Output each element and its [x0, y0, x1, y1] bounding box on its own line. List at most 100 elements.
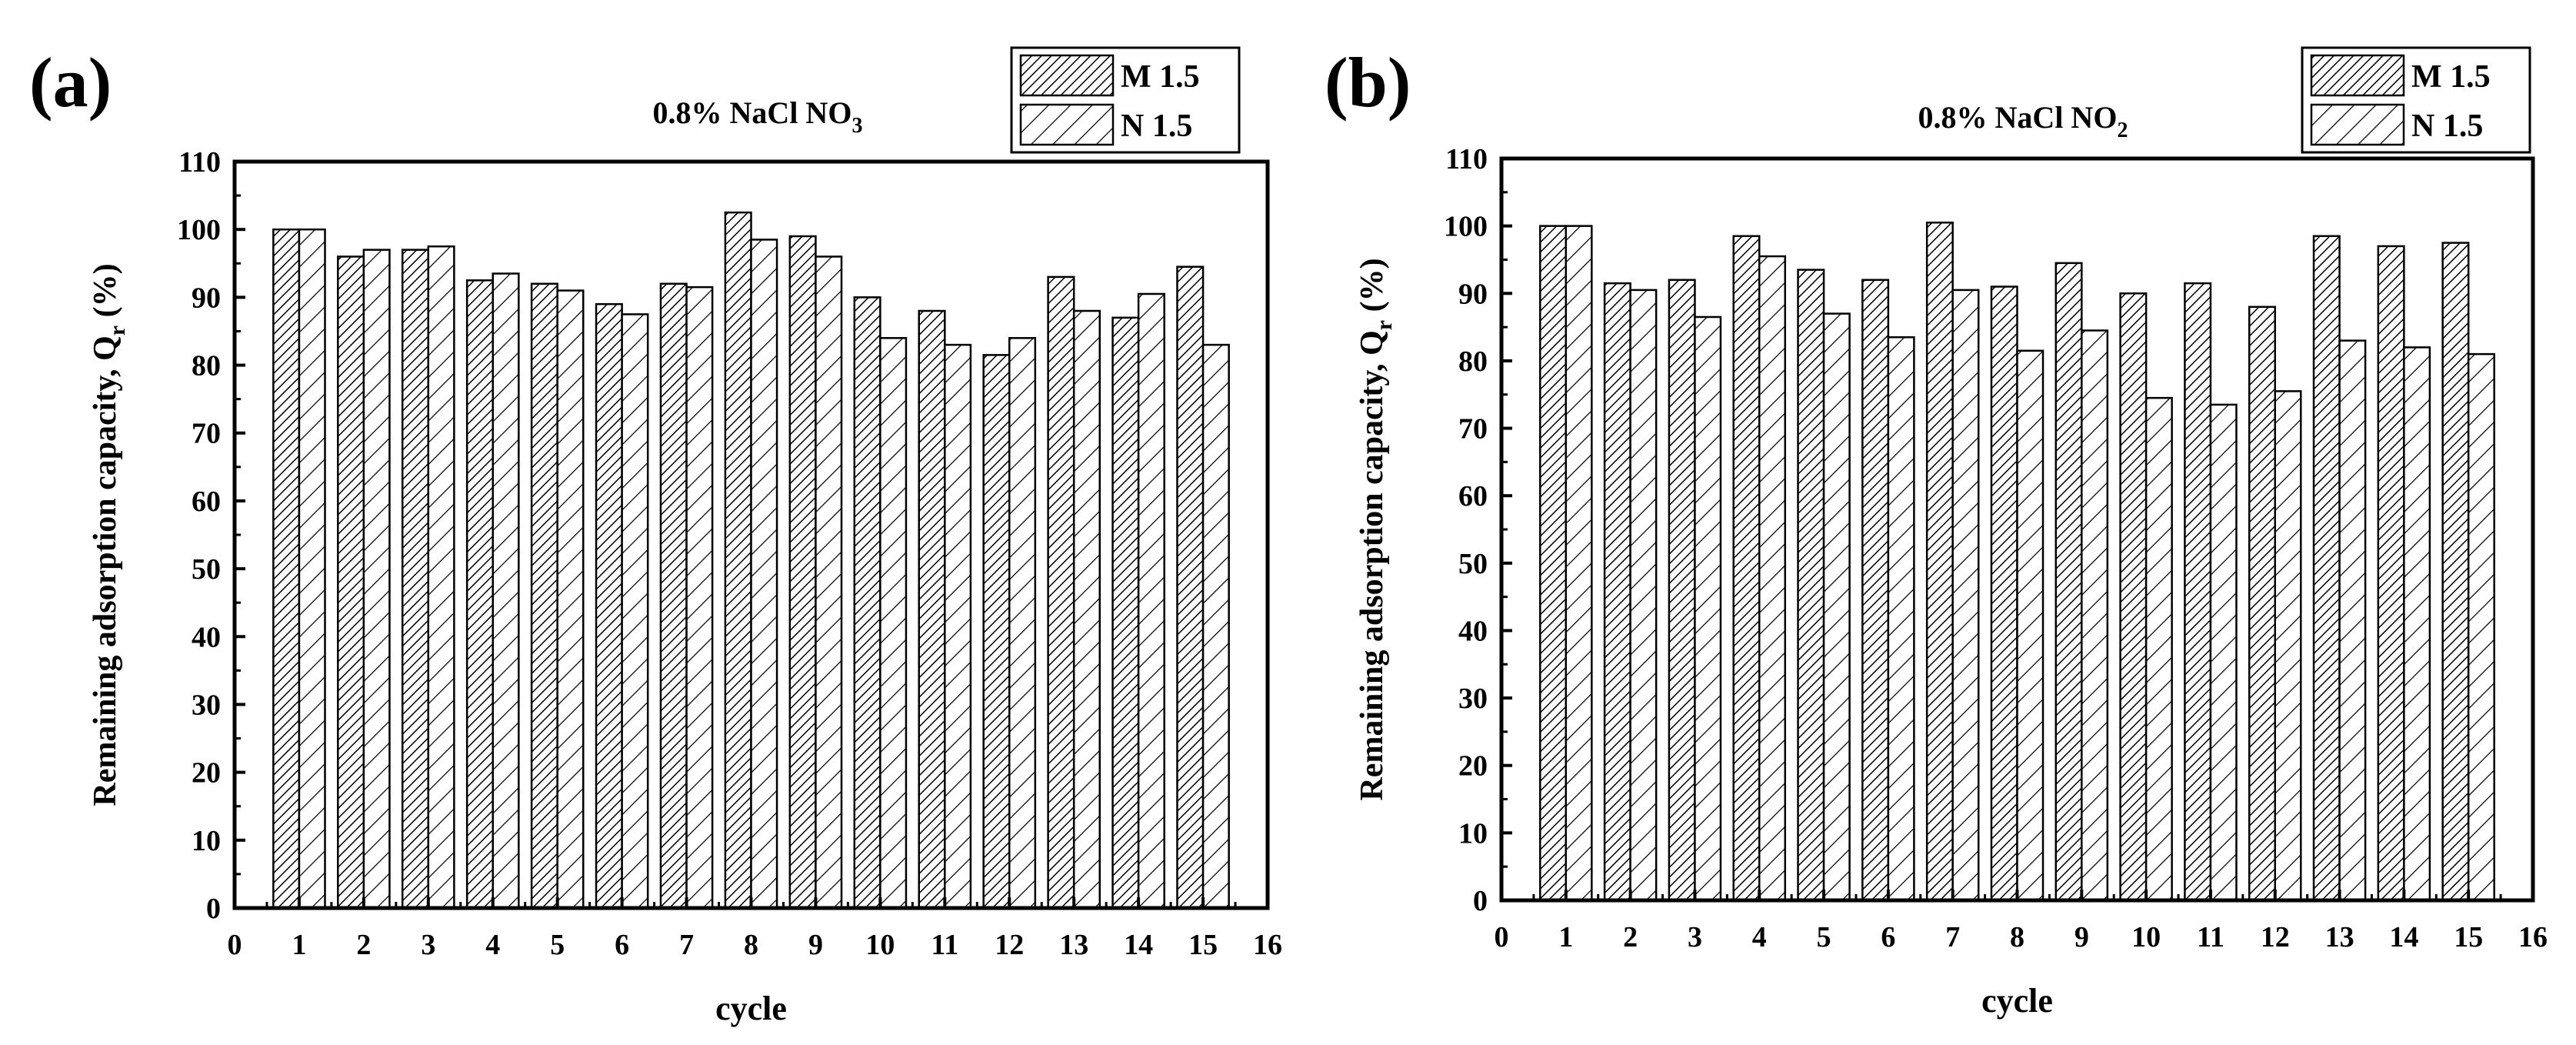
chart-title-sub: 3 — [851, 114, 862, 138]
x-tick-label: 7 — [1945, 921, 1960, 953]
bar-m15-cycle-3 — [1668, 279, 1696, 902]
bar-n15-cycle-11 — [2209, 403, 2238, 902]
legend-swatch-m15 — [2310, 54, 2405, 97]
x-axis-label: cycle — [1981, 982, 2053, 1020]
bar-n15-cycle-14 — [1137, 292, 1165, 910]
chart-panel-b: 0 1 2 3 4 5 6 7 8 9 10 11 12 13 14 15 160102030405060708… — [1325, 43, 2548, 1020]
x-tick-label: 8 — [744, 929, 758, 961]
x-tick-label: 5 — [550, 929, 565, 961]
y-axis-label: Remaining adsorption capacity, Qr (%) — [88, 263, 130, 806]
x-tick-label: 1 — [292, 929, 306, 961]
y-tick-label: 20 — [192, 757, 221, 790]
x-tick-label: 0 — [228, 929, 242, 961]
bar-m15-cycle-7 — [1925, 222, 1954, 902]
x-axis: 0 1 2 3 4 5 6 7 8 9 10 11 12 13 14 15 16 — [228, 897, 1282, 961]
x-axis: 0 1 2 3 4 5 6 7 8 9 10 11 12 13 14 15 16 — [1495, 890, 2548, 953]
x-tick-label: 2 — [356, 929, 371, 961]
legend-swatch-m15 — [1019, 54, 1115, 97]
x-tick-label: 5 — [1817, 921, 1831, 953]
bar-m15-cycle-11 — [2184, 282, 2212, 902]
legend-label-n15: N 1.5 — [2411, 109, 2483, 144]
bar-n15-cycle-2 — [1629, 289, 1658, 902]
y-axis: 0 10 20 30 40 50 60 70 80 90 100 110 — [1444, 143, 1512, 917]
bar-m15-cycle-8 — [1990, 285, 2018, 902]
bar-n15-cycle-3 — [427, 245, 455, 910]
bar-m15-cycle-8 — [724, 211, 752, 910]
y-tick-label: 100 — [1444, 211, 1488, 243]
bar-n15-cycle-8 — [750, 239, 778, 910]
bar-n15-cycle-1 — [298, 228, 326, 910]
legend-label-m15: M 1.5 — [2411, 59, 2491, 95]
y-axis: 0 10 20 30 40 50 60 70 80 90 100 110 — [177, 146, 245, 925]
y-tick-label: 30 — [1458, 683, 1488, 715]
x-tick-label: 10 — [2131, 921, 2161, 953]
bar-m15-cycle-5 — [1797, 269, 1825, 902]
x-tick-label: 8 — [2010, 921, 2024, 953]
bar-m15-cycle-7 — [659, 282, 688, 910]
bars — [1539, 222, 2495, 902]
x-tick-label: 11 — [931, 929, 958, 961]
y-tick-label: 40 — [192, 621, 221, 653]
x-tick-label: 6 — [615, 929, 629, 961]
y-axis-label-main: Remaining adsorption capacity, Q — [88, 336, 123, 806]
y-tick-label: 30 — [192, 689, 221, 721]
y-axis-label-main: Remaining adsorption capacity, Q — [1355, 330, 1390, 800]
y-tick-label: 10 — [1458, 817, 1488, 850]
x-tick-label: 16 — [1253, 929, 1282, 961]
bar-m15-cycle-9 — [2054, 262, 2083, 902]
chart-title: 0.8% NaCl NO3 — [653, 95, 863, 138]
bar-m15-cycle-12 — [982, 354, 1011, 910]
bar-n15-cycle-6 — [621, 313, 649, 910]
x-tick-label: 11 — [2197, 921, 2224, 953]
y-axis-label-end: (%) — [1355, 258, 1390, 319]
x-tick-label: 12 — [2261, 921, 2290, 953]
x-tick-label: 2 — [1623, 921, 1638, 953]
x-tick-label: 15 — [2454, 921, 2483, 953]
legend: M 1.5 N 1.5 — [2301, 46, 2531, 154]
bar-m15-cycle-13 — [1047, 275, 1075, 910]
y-tick-label: 70 — [192, 418, 221, 450]
chart-panel-a: 0 1 2 3 4 5 6 7 8 9 10 11 12 13 14 15 160102030405060708… — [29, 43, 1282, 1027]
bar-n15-cycle-14 — [2403, 346, 2431, 902]
bar-n15-cycle-12 — [1008, 337, 1037, 910]
bar-n15-cycle-4 — [492, 272, 520, 910]
x-tick-label: 3 — [421, 929, 435, 961]
legend-swatch-n15 — [2310, 103, 2405, 146]
x-tick-label: 9 — [808, 929, 823, 961]
x-tick-label: 16 — [2518, 921, 2548, 953]
chart-title-main: 0.8% NaCl NO — [1918, 100, 2118, 135]
y-tick-label: 70 — [1458, 413, 1488, 446]
bar-n15-cycle-12 — [2274, 390, 2302, 902]
bar-n15-cycle-7 — [685, 285, 714, 910]
bar-m15-cycle-12 — [2248, 305, 2277, 902]
bar-m15-cycle-4 — [465, 279, 494, 910]
legend-label-n15: N 1.5 — [1121, 109, 1192, 144]
bar-m15-cycle-13 — [2312, 235, 2341, 902]
x-axis-label: cycle — [715, 990, 787, 1027]
panel-label: (a) — [29, 43, 112, 122]
bar-m15-cycle-15 — [1176, 265, 1205, 910]
bars — [272, 211, 1230, 910]
y-tick-label: 50 — [1458, 548, 1488, 580]
bar-m15-cycle-6 — [595, 302, 623, 910]
bar-n15-cycle-2 — [362, 249, 391, 910]
y-tick-label: 60 — [192, 486, 221, 518]
x-tick-label: 1 — [1558, 921, 1573, 953]
x-tick-label: 13 — [1059, 929, 1088, 961]
x-tick-label: 14 — [2389, 921, 2418, 953]
bar-m15-cycle-2 — [1603, 282, 1631, 902]
bar-m15-cycle-4 — [1732, 235, 1761, 902]
legend: M 1.5 N 1.5 — [1010, 46, 1241, 154]
bar-n15-cycle-3 — [1694, 316, 1722, 902]
x-tick-label: 4 — [485, 929, 500, 961]
bar-m15-cycle-9 — [788, 235, 817, 910]
y-tick-label: 60 — [1458, 480, 1488, 512]
x-tick-label: 13 — [2325, 921, 2354, 953]
y-tick-label: 90 — [1458, 278, 1488, 310]
bar-m15-cycle-2 — [337, 255, 365, 910]
x-tick-label: 3 — [1688, 921, 1702, 953]
y-tick-label: 0 — [1473, 885, 1488, 917]
y-tick-label: 10 — [192, 825, 221, 857]
x-tick-label: 10 — [865, 929, 895, 961]
